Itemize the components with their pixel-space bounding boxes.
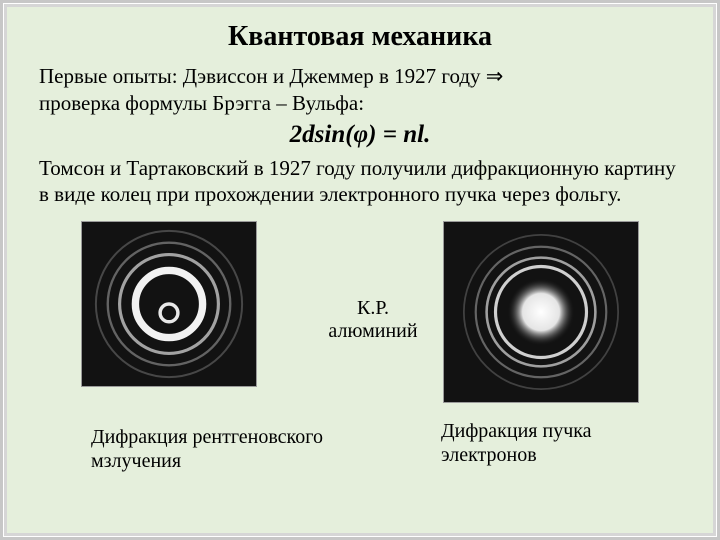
caption-xray: Дифракция рентгеновского мзлучения	[91, 425, 371, 473]
implies-arrow: ⇒	[486, 65, 504, 88]
middle-label: К.Р. алюминий	[313, 297, 433, 343]
body-paragraph: Томсон и Тартаковский в 1927 году получи…	[39, 155, 681, 208]
intro-text-2: проверка формулы Брэгга – Вульфа:	[39, 91, 364, 115]
page-title: Квантовая механика	[39, 21, 681, 53]
xray-diffraction-svg	[82, 222, 256, 386]
figure-xray	[81, 221, 257, 387]
xray-diffraction-pattern	[81, 221, 257, 387]
intro-text-1: Первые опыты: Дэвиссон и Джеммер в 1927 …	[39, 64, 486, 88]
bragg-formula: 2dsin(φ) = nl.	[39, 121, 681, 149]
figure-electron	[443, 221, 639, 403]
slide: Квантовая механика Первые опыты: Дэвиссо…	[0, 0, 720, 540]
caption-electron: Дифракция пучка электронов	[441, 419, 661, 467]
electron-diffraction-pattern	[443, 221, 639, 403]
figures-area: К.Р. алюминий	[39, 221, 681, 501]
intro-paragraph: Первые опыты: Дэвиссон и Джеммер в 1927 …	[39, 63, 681, 117]
middle-label-line1: К.Р.	[357, 297, 389, 319]
electron-diffraction-svg	[444, 222, 638, 402]
middle-label-line2: алюминий	[328, 320, 417, 342]
